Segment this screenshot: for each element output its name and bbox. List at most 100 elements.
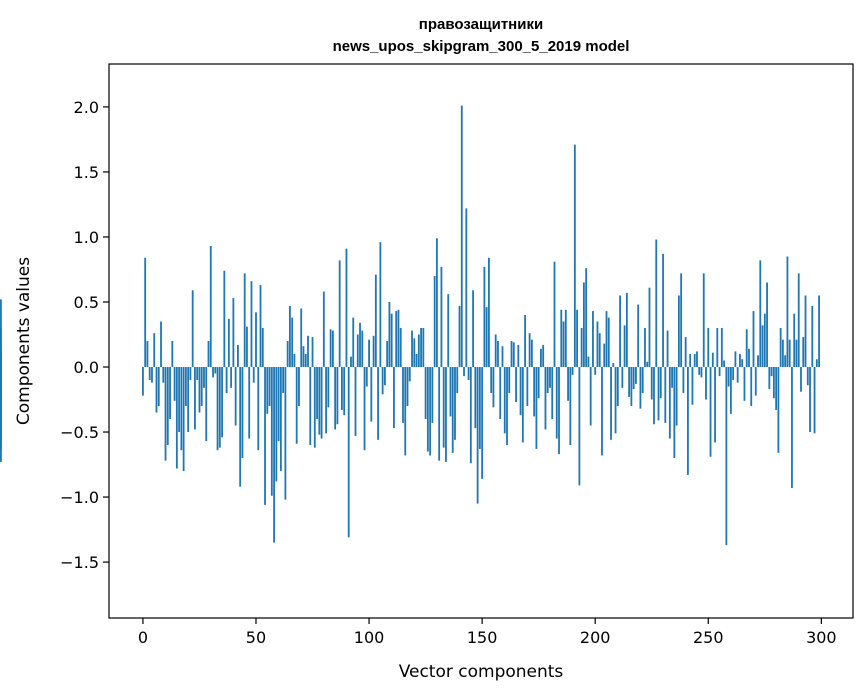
bar-178 (544, 367, 547, 430)
bar-271 (754, 367, 757, 396)
bar-281 (777, 367, 780, 453)
bar-63 (284, 367, 287, 500)
bar-51 (257, 367, 260, 451)
bar-212 (621, 367, 624, 388)
bar-280 (775, 367, 778, 410)
bar-47 (248, 367, 251, 439)
bar-175 (537, 367, 540, 399)
bar-55 (266, 367, 269, 414)
bar-224 (648, 287, 651, 368)
bar-292 (802, 337, 805, 368)
bar-259 (727, 367, 730, 387)
bar-116 (404, 367, 407, 456)
bar-undefined (0, 328, 2, 368)
bar-182 (553, 261, 556, 368)
bar-95 (356, 334, 359, 368)
bar-256 (720, 328, 723, 368)
bar-194 (580, 328, 583, 368)
bar-81 (325, 367, 327, 434)
bar-289 (795, 339, 798, 368)
bar-154 (490, 367, 493, 394)
bar-118 (408, 367, 411, 382)
bar-1 (144, 257, 147, 368)
bar-38 (227, 318, 230, 368)
bar-33 (216, 367, 219, 451)
bar-195 (582, 282, 585, 368)
bars-group (0, 105, 820, 546)
bar-129 (433, 275, 436, 368)
y-tick-label-1: −1.0 (60, 488, 99, 507)
bar-200 (594, 367, 597, 375)
bar-285 (786, 256, 789, 368)
bar-94 (354, 367, 357, 436)
bar-78 (318, 367, 321, 435)
bar-196 (585, 268, 588, 368)
bar-226 (653, 367, 655, 425)
bar-230 (662, 253, 664, 368)
bar-73 (307, 335, 309, 368)
bar-187 (564, 309, 567, 368)
y-axis-ticks: −1.5 −1.0 −0.5 0.0 0.5 1.0 1.5 2.0 (60, 98, 109, 572)
bar-192 (576, 309, 579, 368)
bar-268 (748, 348, 750, 368)
y-tick-label-3: 0.0 (74, 358, 99, 377)
x-tick-label-200: 200 (580, 628, 611, 647)
bar-248 (702, 273, 705, 368)
bar-150 (481, 367, 484, 479)
bar-257 (723, 360, 726, 368)
bar-19 (184, 367, 187, 407)
bar-265 (741, 359, 744, 368)
y-tick-label-5: 1.0 (74, 228, 99, 247)
bar-298 (815, 359, 818, 368)
bar-286 (788, 339, 791, 368)
bar-100 (368, 339, 370, 368)
y-tick-label-6: 1.5 (74, 163, 99, 182)
bar-108 (386, 341, 389, 368)
bar-41 (234, 367, 237, 426)
bar-172 (530, 339, 533, 368)
bar-40 (232, 298, 235, 367)
bar-229 (659, 367, 662, 399)
bar-264 (739, 354, 741, 367)
bar-220 (639, 367, 642, 409)
bar-216 (630, 367, 633, 407)
bar-245 (696, 351, 698, 368)
bar-undefined (0, 367, 2, 451)
bar-155 (492, 367, 495, 408)
bar-228 (657, 367, 660, 421)
bar-164 (512, 342, 515, 368)
bar-57 (270, 367, 273, 496)
bar-86 (336, 367, 339, 425)
bar-56 (268, 367, 271, 407)
bar-174 (535, 367, 538, 449)
bar-112 (395, 311, 398, 368)
bar-102 (372, 335, 375, 368)
bar-151 (483, 266, 486, 368)
bar-247 (700, 367, 703, 378)
bar-60 (277, 367, 280, 442)
bar-188 (567, 367, 569, 401)
bar-11 (166, 367, 169, 446)
bar-180 (549, 367, 551, 388)
bar-121 (415, 354, 418, 367)
bar-110 (390, 313, 393, 368)
bar-84 (331, 330, 334, 368)
chart-title-line2: news_upos_skipgram_300_5_2019 model (333, 38, 630, 55)
bar-13 (171, 341, 174, 368)
bar-17 (180, 367, 183, 451)
bar-249 (705, 367, 707, 400)
bar-34 (218, 367, 221, 448)
bar-72 (304, 354, 307, 367)
bar-138 (454, 367, 456, 440)
bar-193 (578, 367, 581, 486)
y-tick-label-7: 2.0 (74, 98, 99, 117)
bar-163 (510, 341, 513, 368)
bar-130 (436, 238, 438, 368)
bar-124 (422, 328, 425, 368)
bar-261 (732, 367, 735, 381)
bar-27 (203, 367, 205, 388)
bar-30 (209, 246, 212, 368)
bar-65 (289, 305, 291, 368)
bar-119 (411, 330, 413, 368)
bar-232 (666, 330, 669, 368)
